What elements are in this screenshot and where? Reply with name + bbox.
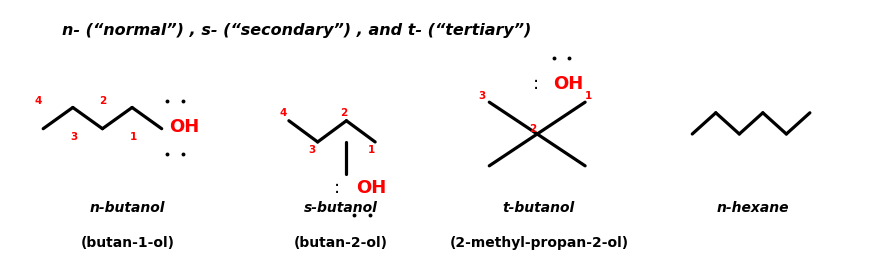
Text: OH: OH xyxy=(356,179,386,197)
Text: 3: 3 xyxy=(309,145,316,155)
Text: OH: OH xyxy=(553,75,583,93)
Text: (butan-2-ol): (butan-2-ol) xyxy=(295,236,388,250)
Text: n- (“normal”) , s- (“secondary”) , and t- (“tertiary”): n- (“normal”) , s- (“secondary”) , and t… xyxy=(62,23,531,38)
Text: 4: 4 xyxy=(280,108,288,118)
Text: t-butanol: t-butanol xyxy=(503,201,575,215)
Text: n-hexane: n-hexane xyxy=(716,201,788,215)
Text: OH: OH xyxy=(169,118,199,136)
Text: 2: 2 xyxy=(340,108,347,118)
Text: 4: 4 xyxy=(34,96,42,106)
Text: s-butanol: s-butanol xyxy=(304,201,378,215)
Text: 3: 3 xyxy=(479,91,486,100)
Text: :: : xyxy=(532,75,538,93)
Text: 1: 1 xyxy=(585,91,593,100)
Text: 1: 1 xyxy=(130,132,137,142)
Text: 2: 2 xyxy=(530,124,537,134)
Text: 2: 2 xyxy=(99,96,106,106)
Text: :: : xyxy=(334,179,340,197)
Text: n-butanol: n-butanol xyxy=(90,201,165,215)
Text: 1: 1 xyxy=(368,145,375,155)
Text: (2-methyl-propan-2-ol): (2-methyl-propan-2-ol) xyxy=(449,236,628,250)
Text: (butan-1-ol): (butan-1-ol) xyxy=(80,236,175,250)
Text: 3: 3 xyxy=(70,132,77,142)
